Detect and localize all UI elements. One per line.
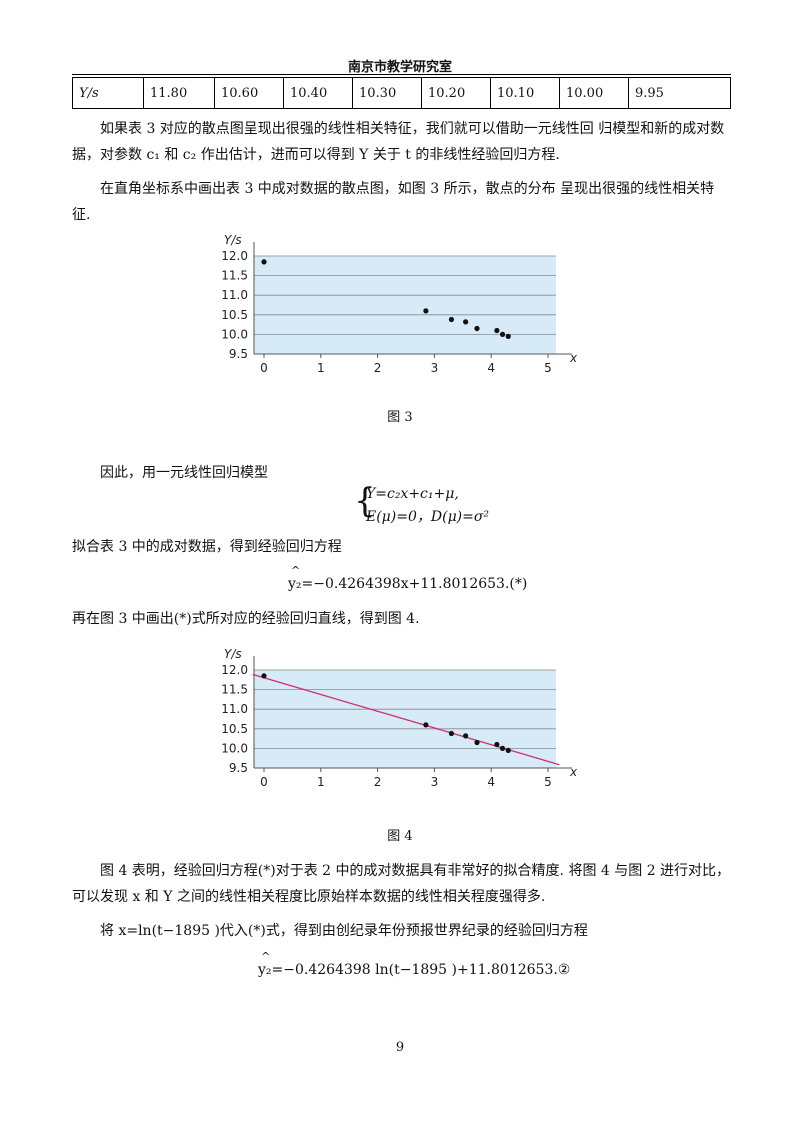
y-tick-label: 10.5 [221,722,248,736]
x-axis-label: x [569,351,578,365]
table-cell: 10.60 [214,77,284,109]
y-tick-label: 10.0 [221,741,248,755]
data-point [494,741,500,748]
y-tick-label: 9.5 [229,761,248,775]
x-axis-label: x [569,765,578,779]
data-point [499,745,506,751]
data-point [423,722,429,728]
table-label-cell: Y/s [72,77,144,109]
y-tick-label: 10.0 [221,327,248,341]
table-cell: 10.10 [490,77,560,109]
data-point [261,673,267,679]
x-tick-label: 4 [487,361,495,375]
paragraph-4: 拟合表 3 中的成对数据，得到经验回归方程 [72,539,342,555]
y-axis-label: Y/s [224,233,242,247]
paragraph-1: 如果表 3 对应的散点图呈现出很强的线性相关特征，我们就可以借助一元线性回 归模… [72,121,725,163]
table-row: Y/s 11.80 10.60 10.40 10.30 10.20 10.10 … [72,77,731,109]
brace-symbol: { [354,481,376,521]
table-cell: 10.30 [352,77,422,109]
y-tick-label: 12.0 [221,249,248,263]
x-tick-label: 5 [544,775,552,789]
equation-body: =−0.4264398x+11.8012653.(*) [301,576,528,592]
y-tick-label: 11.0 [221,702,248,716]
y-hat-symbol: y₂ [258,950,272,978]
data-point [474,325,480,332]
x-tick-label: 5 [544,361,552,375]
paragraph-3: 因此，用一元线性回归模型 [100,465,268,481]
data-point [474,739,480,746]
y-tick-label: 12.0 [221,663,248,677]
paragraph-7: 将 x=ln(t−1895 )代入(*)式，得到由创纪录年份预报世界纪录的经验回… [100,923,588,939]
model-system: { Y=c₂x+c₁+μ, E(μ)=0，D(μ)=σ² [354,481,554,526]
table-cell: 10.20 [421,77,491,109]
y-tick-label: 11.5 [221,683,248,697]
plot-background [254,256,556,354]
figure-3-chart: 9.5 10.0 10.5 11.0 11.5 12.0 Y/s x 0 1 2 3 4 5 [221,233,578,375]
data-table: Y/s 11.80 10.60 10.40 10.30 10.20 10.10 … [72,77,731,109]
table-cell: 10.40 [283,77,353,109]
model-line-2: E(μ)=0，D(μ)=σ² [366,509,490,525]
data-point [261,259,267,265]
forecast-equation: y₂=−0.4264398 ln(t−1895 )+11.8012653.② [258,950,571,978]
data-point [448,730,455,737]
page-number: 9 [395,1040,405,1055]
paragraph-2: 在直角坐标系中画出表 3 中成对数据的散点图，如图 3 所示，散点的分布 呈现出… [72,181,715,223]
equation-body: =−0.4264398 ln(t−1895 )+11.8012653.② [271,962,571,978]
data-point [494,327,500,334]
data-point [505,747,511,753]
data-point [463,319,469,325]
x-tick-label: 1 [317,361,325,375]
x-tick-label: 0 [260,775,268,789]
x-tick-label: 0 [260,361,268,375]
y-tick-label: 11.0 [221,288,248,302]
table-cell: 11.80 [143,77,215,109]
y-tick-label: 11.5 [221,269,248,283]
x-tick-label: 2 [374,775,382,789]
model-line-1: Y=c₂x+c₁+μ, [366,486,459,502]
paragraph-6: 图 4 表明，经验回归方程(*)对于表 2 中的成对数据具有非常好的拟合精度. … [72,863,731,905]
data-point [463,733,469,739]
y-tick-label: 10.5 [221,308,248,322]
paragraph-5: 再在图 3 中画出(*)式所对应的经验回归直线，得到图 4. [72,611,420,627]
x-tick-label: 1 [317,775,325,789]
data-point [505,333,511,339]
x-tick-label: 3 [431,775,439,789]
y-hat-symbol: y₂ [288,564,302,592]
data-point [448,316,455,323]
x-tick-label: 4 [487,775,495,789]
page-header: 南京市教学研究室 [347,60,452,75]
y-axis-label: Y/s [224,647,242,661]
data-point [499,331,506,337]
figure-4-caption: 图 4 [387,829,413,844]
regression-equation: y₂=−0.4264398x+11.8012653.(*) [288,564,528,592]
x-tick-label: 2 [374,361,382,375]
figure-3-caption: 图 3 [387,410,413,425]
figure-4-chart: 9.5 10.0 10.5 11.0 11.5 12.0 Y/s x 0 1 2 3 4 5 [221,647,578,789]
table-cell: 10.00 [559,77,629,109]
x-tick-label: 3 [431,361,439,375]
data-point [423,308,429,314]
header-rule [72,74,731,75]
y-tick-label: 9.5 [229,347,248,361]
table-cell: 9.95 [628,77,731,109]
